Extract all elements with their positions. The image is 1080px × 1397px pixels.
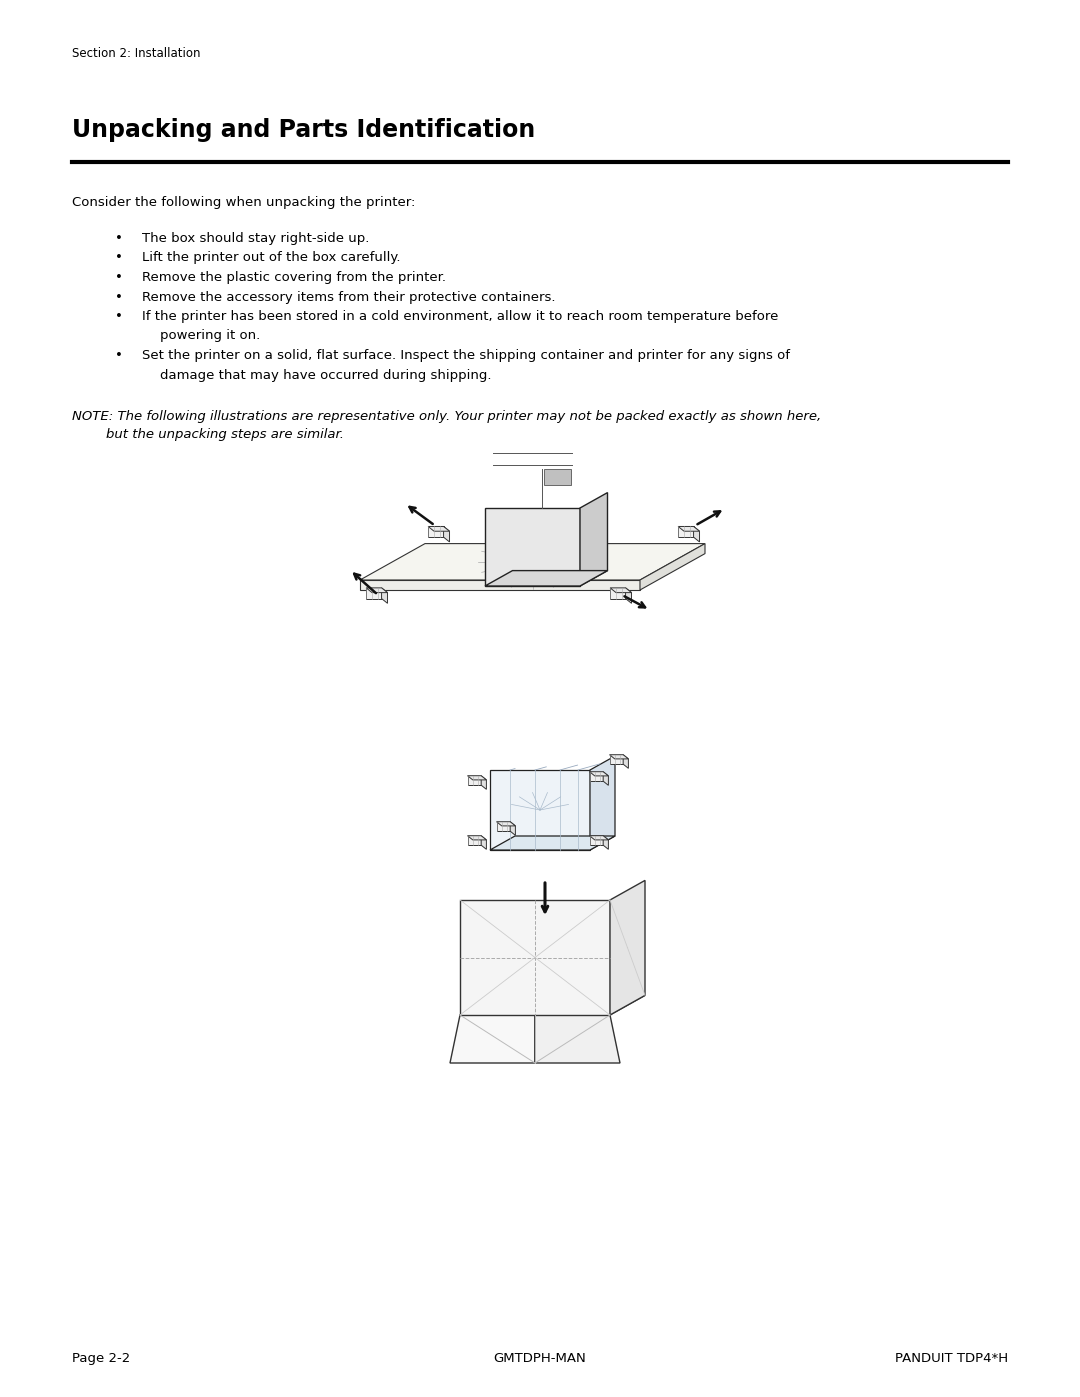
Polygon shape	[468, 775, 482, 785]
Polygon shape	[590, 835, 603, 845]
Polygon shape	[482, 835, 486, 849]
Polygon shape	[580, 493, 607, 585]
Polygon shape	[490, 770, 590, 849]
Polygon shape	[590, 771, 603, 781]
Polygon shape	[360, 543, 705, 580]
Text: damage that may have occurred during shipping.: damage that may have occurred during shi…	[160, 369, 491, 381]
Polygon shape	[482, 775, 486, 789]
Polygon shape	[603, 835, 608, 849]
Text: Lift the printer out of the box carefully.: Lift the printer out of the box carefull…	[141, 251, 401, 264]
Polygon shape	[490, 835, 615, 849]
Text: •: •	[114, 251, 123, 264]
Polygon shape	[535, 1016, 620, 1063]
Polygon shape	[497, 821, 510, 831]
Text: Consider the following when unpacking the printer:: Consider the following when unpacking th…	[72, 196, 416, 210]
Polygon shape	[609, 754, 623, 764]
Text: If the printer has been stored in a cold environment, allow it to reach room tem: If the printer has been stored in a cold…	[141, 310, 779, 323]
Text: but the unpacking steps are similar.: but the unpacking steps are similar.	[72, 427, 345, 441]
Polygon shape	[366, 588, 388, 592]
Polygon shape	[510, 821, 515, 835]
Polygon shape	[590, 756, 615, 849]
Text: Remove the plastic covering from the printer.: Remove the plastic covering from the pri…	[141, 271, 446, 284]
Polygon shape	[381, 588, 388, 604]
Text: GMTDPH-MAN: GMTDPH-MAN	[494, 1352, 586, 1365]
Polygon shape	[610, 588, 632, 592]
Polygon shape	[610, 588, 625, 598]
Polygon shape	[428, 527, 444, 538]
Text: •: •	[114, 349, 123, 362]
Polygon shape	[625, 588, 632, 604]
Polygon shape	[678, 527, 700, 531]
Text: Set the printer on a solid, flat surface. Inspect the shipping container and pri: Set the printer on a solid, flat surface…	[141, 349, 789, 362]
Polygon shape	[485, 570, 607, 585]
Text: The box should stay right-side up.: The box should stay right-side up.	[141, 232, 369, 244]
Polygon shape	[360, 580, 640, 590]
Polygon shape	[485, 509, 580, 585]
Polygon shape	[468, 835, 482, 845]
Polygon shape	[603, 771, 608, 785]
Text: Section 2: Installation: Section 2: Installation	[72, 47, 201, 60]
Bar	[544, 469, 570, 485]
Polygon shape	[468, 835, 486, 840]
Polygon shape	[450, 1016, 535, 1063]
Polygon shape	[590, 835, 608, 840]
Polygon shape	[623, 754, 629, 768]
Polygon shape	[590, 771, 608, 775]
Text: •: •	[114, 291, 123, 303]
Text: •: •	[114, 232, 123, 244]
Polygon shape	[428, 527, 449, 531]
Text: •: •	[114, 271, 123, 284]
Polygon shape	[693, 527, 700, 542]
Polygon shape	[497, 821, 515, 826]
Text: Page 2-2: Page 2-2	[72, 1352, 131, 1365]
Text: NOTE: The following illustrations are representative only. Your printer may not : NOTE: The following illustrations are re…	[72, 409, 821, 423]
Polygon shape	[678, 527, 693, 538]
Polygon shape	[366, 588, 381, 598]
Polygon shape	[468, 775, 486, 780]
Polygon shape	[460, 996, 645, 1016]
Text: PANDUIT TDP4*H: PANDUIT TDP4*H	[895, 1352, 1008, 1365]
Polygon shape	[610, 880, 645, 1016]
Polygon shape	[609, 754, 629, 759]
Polygon shape	[444, 527, 449, 542]
Text: Unpacking and Parts Identification: Unpacking and Parts Identification	[72, 117, 536, 142]
Text: •: •	[114, 310, 123, 323]
Polygon shape	[640, 543, 705, 590]
Polygon shape	[460, 900, 610, 1016]
Text: powering it on.: powering it on.	[160, 330, 260, 342]
Text: Remove the accessory items from their protective containers.: Remove the accessory items from their pr…	[141, 291, 555, 303]
